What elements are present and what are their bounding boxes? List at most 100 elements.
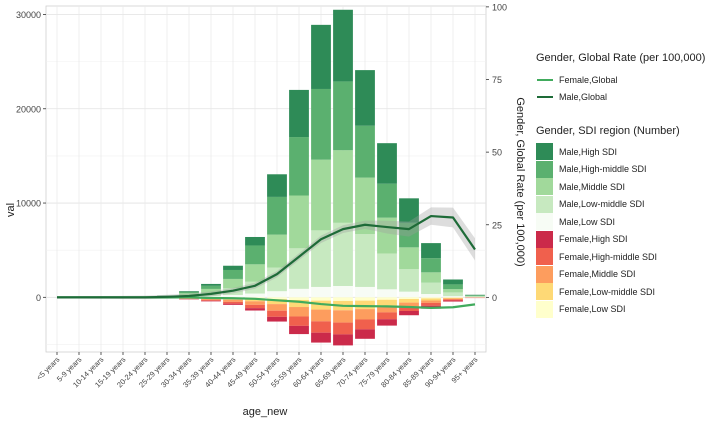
bar-female-low-middle-sdi-15 — [377, 299, 397, 306]
legend-label: Female,High SDI — [559, 234, 628, 245]
legend-swatch — [536, 213, 553, 231]
bar-female-middle-sdi-15 — [377, 305, 397, 313]
bars — [135, 9, 485, 346]
bar-male-low-sdi-15 — [377, 289, 397, 298]
y2-tick-label: 100 — [492, 2, 507, 12]
bar-female-middle-sdi-8 — [223, 299, 243, 302]
bar-female-low-sdi-16 — [399, 297, 419, 300]
bar-female-middle-sdi-6 — [179, 298, 199, 299]
bar-male-high-middle-sdi-8 — [223, 269, 243, 279]
bar-female-high-sdi-11 — [289, 325, 309, 335]
bar-female-low-middle-sdi-17 — [421, 298, 441, 301]
legend-swatch — [536, 300, 553, 318]
bar-female-high-middle-sdi-18 — [443, 299, 463, 301]
legend-item-female-high-sdi: Female,High SDI — [536, 230, 680, 249]
bar-male-low-sdi-12 — [311, 286, 331, 298]
legend-title-sdi-region: Gender, SDI region (Number) — [536, 125, 680, 137]
bar-male-low-sdi-9 — [245, 293, 265, 298]
line-male-global — [57, 214, 476, 299]
bar-male-middle-sdi-11 — [289, 195, 309, 249]
bar-male-middle-sdi-12 — [311, 159, 331, 231]
bar-female-low-sdi-17 — [421, 297, 441, 299]
legend-label: Male,Low-middle SDI — [559, 199, 645, 210]
bar-female-high-middle-sdi-7 — [201, 299, 221, 301]
legend-swatch — [536, 195, 553, 213]
bar-male-low-middle-sdi-10 — [267, 267, 287, 292]
legend-swatch — [536, 160, 553, 178]
legend-title-global-rate: Gender, Global Rate (per 100,000) — [536, 52, 706, 64]
legend-line-swatch — [536, 89, 553, 106]
legend-sdi-region: Gender, SDI region (Number) Male,High SD… — [536, 125, 680, 318]
bar-male-low-middle-sdi-14 — [355, 234, 375, 287]
legend-item-female-low-sdi: Female,Low SDI — [536, 300, 680, 319]
bar-male-high-middle-sdi-11 — [289, 137, 309, 196]
bar-male-low-sdi-7 — [201, 296, 221, 298]
legend-label: Male,Middle SDI — [559, 181, 626, 192]
y-axis-label: val — [5, 203, 17, 217]
bar-male-low-middle-sdi-17 — [421, 282, 441, 295]
bar-female-high-middle-sdi-13 — [333, 322, 353, 335]
bar-male-low-middle-sdi-11 — [289, 248, 309, 289]
y2-tick-label: 0 — [492, 293, 497, 303]
bar-male-high-sdi-7 — [201, 283, 221, 286]
bar-male-middle-sdi-17 — [421, 272, 441, 283]
x-axis-label: age_new — [243, 406, 288, 418]
legend-item-male-low-sdi: Male,Low SDI — [536, 213, 680, 231]
bar-male-low-middle-sdi-19 — [465, 296, 485, 298]
bar-male-high-middle-sdi-14 — [355, 125, 375, 178]
bar-female-low-middle-sdi-14 — [355, 300, 375, 310]
bar-female-high-middle-sdi-16 — [399, 306, 419, 311]
bar-male-middle-sdi-14 — [355, 177, 375, 235]
bar-male-low-sdi-16 — [399, 291, 419, 298]
legend-item-female-middle-sdi: Female,Middle SDI — [536, 265, 680, 284]
bar-male-low-middle-sdi-18 — [443, 292, 463, 297]
y-tick-label: 0 — [36, 293, 41, 303]
bar-male-low-sdi-11 — [289, 288, 309, 298]
y-tick-label: 20000 — [16, 104, 41, 114]
legend-line-swatch — [536, 71, 553, 88]
bar-male-high-middle-sdi-6 — [179, 291, 199, 294]
legend-item-male-low-middle-sdi: Male,Low-middle SDI — [536, 195, 680, 214]
legend-item-male-global: Male,Global — [536, 89, 705, 107]
bar-female-low-middle-sdi-18 — [443, 297, 463, 299]
bar-male-low-middle-sdi-13 — [333, 222, 353, 287]
legend-label: Male,Low SDI — [559, 216, 616, 227]
legend-swatch — [536, 178, 553, 196]
y2-axis-label: Gender, Global Rate (per 100,000) — [514, 97, 526, 266]
bar-female-high-sdi-13 — [333, 334, 353, 346]
bar-male-middle-sdi-6 — [179, 293, 199, 296]
legend-label: Female,Low-middle SDI — [559, 286, 656, 297]
bar-female-low-sdi-12 — [311, 297, 331, 301]
bar-male-low-sdi-18 — [443, 296, 463, 298]
bar-female-high-middle-sdi-12 — [311, 321, 331, 333]
bar-female-high-sdi-10 — [267, 316, 287, 322]
legend-swatch — [536, 283, 553, 301]
bar-male-high-middle-sdi-7 — [201, 285, 221, 289]
bar-female-low-sdi-11 — [289, 297, 309, 300]
bar-male-high-sdi-19 — [465, 294, 485, 296]
legend-item-female-global: Female,Global — [536, 71, 705, 89]
legend-swatch — [536, 265, 553, 283]
bar-male-low-sdi-14 — [355, 286, 375, 298]
bar-female-high-middle-sdi-11 — [289, 316, 309, 326]
legend-label: Female,Low SDI — [559, 304, 626, 315]
bar-male-low-middle-sdi-9 — [245, 281, 265, 294]
bar-female-low-middle-sdi-10 — [267, 299, 287, 305]
bar-male-high-sdi-9 — [245, 236, 265, 246]
y-tick-label: 10000 — [16, 199, 41, 209]
bar-male-low-sdi-17 — [421, 294, 441, 298]
legend-label: Female,Global — [559, 74, 618, 85]
bar-female-high-middle-sdi-9 — [245, 304, 265, 309]
bar-female-high-middle-sdi-10 — [267, 310, 287, 317]
bar-male-high-middle-sdi-13 — [333, 81, 353, 151]
bar-female-low-middle-sdi-11 — [289, 299, 309, 308]
bar-female-middle-sdi-10 — [267, 304, 287, 311]
bar-male-high-sdi-17 — [421, 243, 441, 259]
bar-male-middle-sdi-13 — [333, 150, 353, 223]
bar-male-high-middle-sdi-17 — [421, 258, 441, 273]
bar-male-high-sdi-15 — [377, 143, 397, 184]
legend-item-male-middle-sdi: Male,Middle SDI — [536, 178, 680, 196]
legend-swatch — [536, 143, 553, 161]
bar-male-middle-sdi-9 — [245, 264, 265, 282]
legend-item-female-high-middle-sdi: Female,High-middle SDI — [536, 248, 680, 266]
